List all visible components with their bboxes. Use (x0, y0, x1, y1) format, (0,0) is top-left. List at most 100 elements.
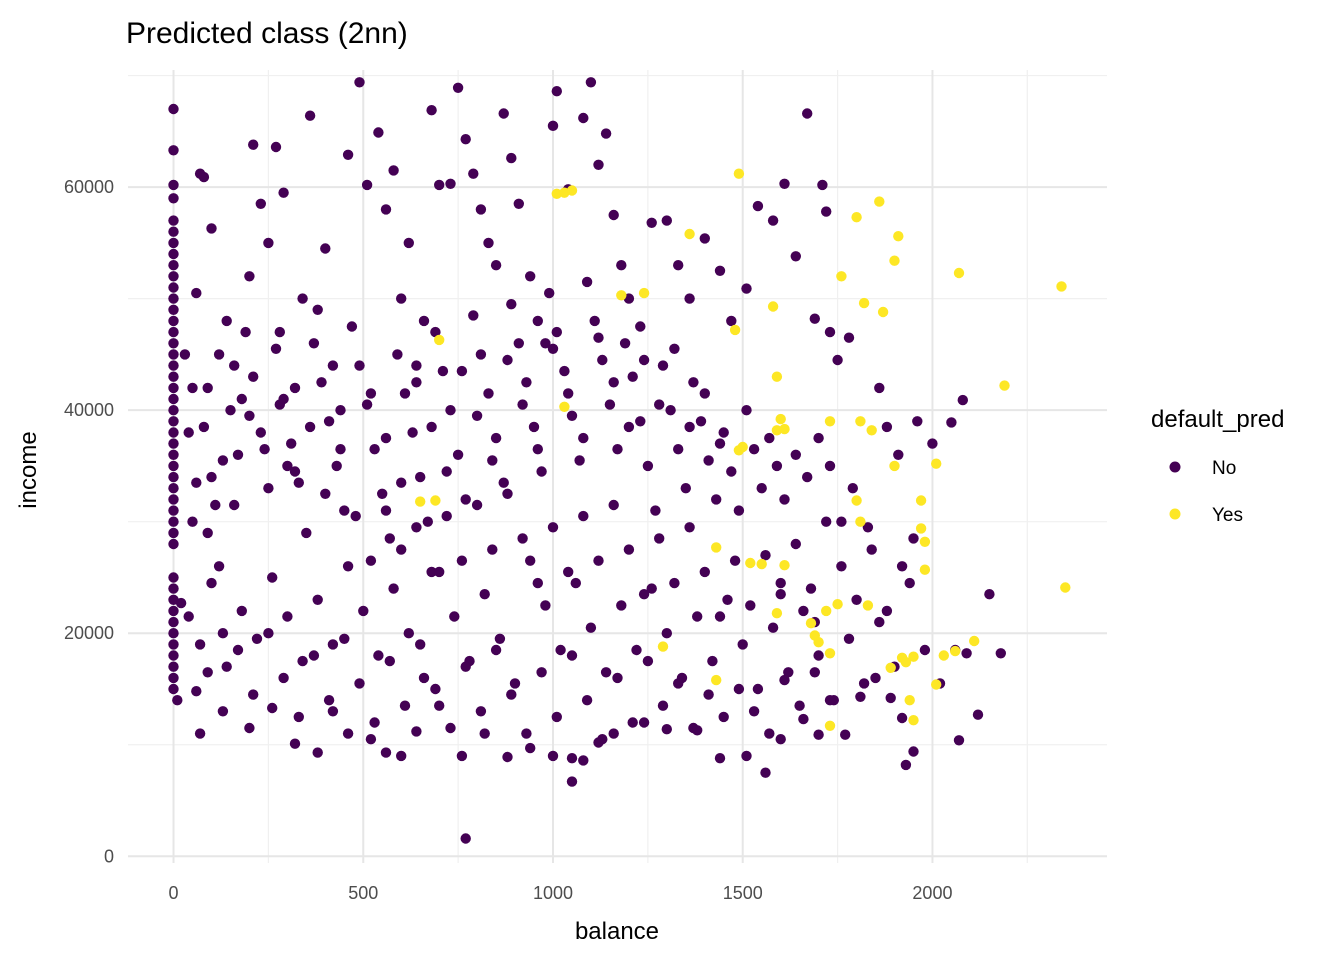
data-point-no (896, 561, 908, 572)
data-point-no (168, 145, 179, 156)
data-point-no (418, 672, 430, 684)
data-point-yes (919, 564, 931, 575)
data-point-no (396, 544, 407, 555)
data-point-no (191, 477, 202, 488)
data-point-no (168, 338, 179, 349)
data-point-no (726, 466, 737, 477)
data-point-no (566, 776, 578, 787)
data-point-no (377, 488, 388, 499)
data-point-no (270, 343, 282, 354)
data-point-no (456, 750, 468, 762)
data-point-no (202, 667, 213, 678)
data-point-no (168, 661, 179, 672)
data-point-no (544, 287, 555, 299)
data-point-no (547, 522, 559, 533)
data-point-no (661, 628, 672, 639)
data-point-no (187, 382, 198, 394)
data-point-no (407, 427, 418, 438)
data-point-no (817, 179, 828, 191)
plot-panel (128, 70, 1107, 863)
data-point-no (802, 108, 813, 119)
data-point-no (263, 237, 274, 249)
data-point-no (711, 494, 722, 505)
data-point-no (483, 237, 494, 249)
data-point-no (168, 393, 179, 405)
data-point-no (434, 700, 445, 711)
data-point-no (559, 365, 570, 377)
data-point-no (263, 483, 274, 494)
data-point-no (354, 77, 365, 88)
data-point-no (790, 449, 801, 460)
data-point-no (437, 365, 449, 377)
data-point-no (555, 644, 566, 656)
data-point-no (445, 405, 456, 416)
y-axis-ticks: 0 20000 40000 60000 (64, 177, 114, 866)
data-point-no (961, 648, 972, 659)
data-point-no (308, 338, 320, 349)
data-point-no (449, 611, 460, 622)
data-point-no (282, 460, 293, 472)
data-point-no (232, 449, 244, 460)
data-point-yes (551, 188, 562, 199)
data-point-no (168, 639, 179, 650)
data-point-no (862, 522, 874, 533)
data-point-no (699, 233, 710, 244)
data-point-no (327, 360, 339, 371)
data-point-no (191, 686, 202, 697)
data-point-no (714, 438, 726, 449)
data-point-no (471, 499, 483, 511)
x-tick-label: 1000 (533, 883, 573, 903)
data-point-no (525, 555, 536, 566)
data-point-no (278, 672, 289, 684)
data-point-no (274, 399, 285, 410)
data-point-no (927, 438, 938, 449)
data-point-yes (931, 458, 942, 469)
data-point-no (494, 633, 506, 644)
data-point-yes (858, 297, 870, 309)
data-point-yes (616, 290, 627, 301)
data-point-no (392, 349, 403, 360)
data-point-yes (900, 657, 912, 668)
data-point-no (194, 639, 206, 650)
data-point-no (748, 444, 760, 455)
data-point-no (832, 354, 843, 366)
data-point-yes (915, 495, 927, 506)
data-point-no (403, 237, 414, 249)
data-point-no (840, 729, 851, 740)
data-point-no (399, 700, 411, 711)
data-point-yes (908, 715, 919, 726)
data-point-no (168, 572, 179, 583)
data-point-yes (999, 380, 1010, 391)
data-point-no (217, 628, 229, 639)
data-point-no (536, 466, 547, 477)
data-point-yes (862, 600, 874, 611)
data-point-no (399, 388, 411, 399)
data-point-no (608, 499, 619, 511)
data-point-no (342, 149, 354, 160)
data-point-no (635, 416, 646, 427)
data-point-no (380, 204, 392, 215)
data-point-yes (775, 413, 786, 425)
data-point-yes (919, 536, 931, 547)
data-point-yes (779, 560, 790, 571)
data-point-no (194, 728, 206, 739)
data-point-no (168, 293, 179, 304)
data-point-yes (874, 196, 885, 207)
data-point-no (369, 717, 380, 728)
data-point-no (566, 753, 578, 764)
data-point-no (783, 667, 794, 678)
data-point-no (953, 735, 965, 746)
data-point-no (578, 510, 589, 522)
data-point-yes (756, 558, 767, 570)
data-point-yes (938, 650, 949, 661)
data-point-no (589, 315, 600, 327)
data-point-no (304, 110, 316, 121)
data-point-no (673, 260, 684, 271)
data-point-no (168, 382, 179, 394)
data-point-no (692, 611, 703, 622)
data-point-no (623, 544, 635, 555)
data-point-no (551, 711, 562, 723)
data-point-no (452, 82, 464, 94)
data-point-no (646, 583, 657, 594)
